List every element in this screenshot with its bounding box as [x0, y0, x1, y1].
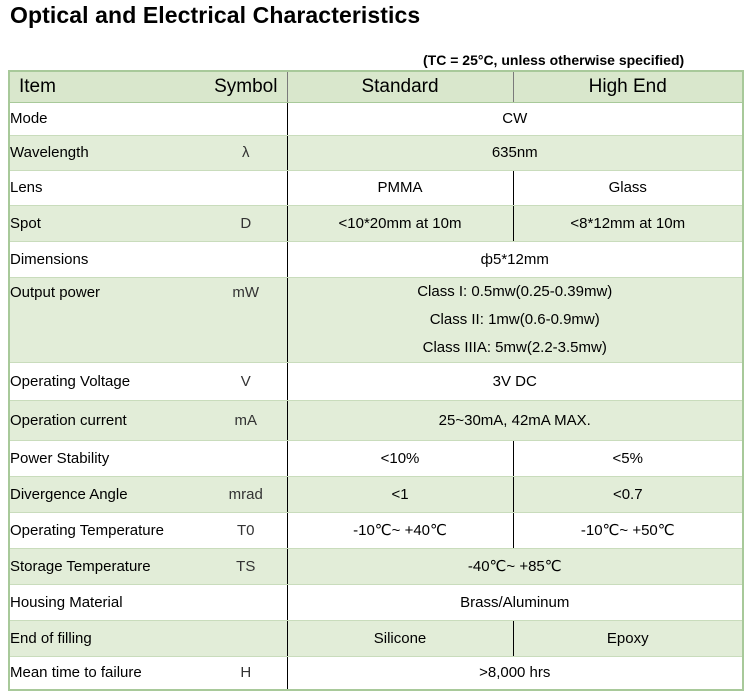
table-row: Dimensions ф5*12mm: [9, 241, 743, 278]
row-value-high-end: -10℃~ +50℃: [513, 512, 743, 549]
row-item-label: Divergence Angle: [9, 476, 205, 513]
header-high-end: High End: [513, 71, 743, 103]
row-item-label: Power Stability: [9, 440, 205, 477]
row-value-high-end: <0.7: [513, 476, 743, 513]
row-symbol: [205, 170, 288, 206]
row-value: 25~30mA, 42mA MAX.: [287, 400, 743, 441]
row-symbol: [205, 440, 288, 477]
row-value-standard: Silicone: [287, 620, 514, 657]
row-value: -40℃~ +85℃: [287, 548, 743, 585]
row-value-standard: <10%: [287, 440, 514, 477]
output-power-class-3a: Class IIIA: 5mw(2.2-3.5mw): [422, 338, 607, 356]
row-value: ф5*12mm: [287, 241, 743, 278]
row-value: 635nm: [287, 135, 743, 171]
table-row: Storage Temperature TS -40℃~ +85℃: [9, 548, 743, 585]
row-symbol: D: [205, 205, 288, 242]
table-row: Power Stability <10% <5%: [9, 440, 743, 477]
row-symbol: TS: [205, 548, 288, 585]
row-symbol: mrad: [205, 476, 288, 513]
row-item-label: Output power: [9, 277, 205, 363]
row-value-high-end: Epoxy: [513, 620, 743, 657]
row-value: 3V DC: [287, 362, 743, 401]
row-item-label: Lens: [9, 170, 205, 206]
row-symbol: [205, 102, 288, 136]
table-header-row: Item Symbol Standard High End: [9, 71, 743, 103]
table-row: Lens PMMA Glass: [9, 170, 743, 206]
table-row: Operation current mA 25~30mA, 42mA MAX.: [9, 400, 743, 441]
row-symbol: mA: [205, 400, 288, 441]
table-row: Mode CW: [9, 102, 743, 136]
table-row: Mean time to failure H >8,000 hrs: [9, 656, 743, 690]
row-value-high-end: <5%: [513, 440, 743, 477]
table-row: Output power mW Class I: 0.5mw(0.25-0.39…: [9, 277, 743, 363]
row-value-standard: -10℃~ +40℃: [287, 512, 514, 549]
table-row: Operating Temperature T0 -10℃~ +40℃ -10℃…: [9, 512, 743, 549]
row-item-label: Wavelength: [9, 135, 205, 171]
header-standard: Standard: [287, 71, 514, 103]
row-value-standard: <1: [287, 476, 514, 513]
row-item-label: Dimensions: [9, 241, 205, 278]
row-symbol: H: [205, 656, 288, 690]
row-value-high-end: Glass: [513, 170, 743, 206]
row-item-label: Mean time to failure: [10, 664, 142, 682]
table-row: Wavelength λ 635nm: [9, 135, 743, 171]
row-item-label: End of filling: [9, 620, 205, 657]
row-item-label: Storage Temperature: [9, 548, 205, 585]
row-value: Class I: 0.5mw(0.25-0.39mw) Class II: 1m…: [287, 277, 743, 363]
row-value: >8,000 hrs: [479, 664, 551, 682]
row-symbol: λ: [205, 135, 288, 171]
row-symbol: T0: [205, 512, 288, 549]
row-item-label: Operating Temperature: [9, 512, 205, 549]
row-symbol: [205, 584, 288, 621]
row-symbol: [205, 241, 288, 278]
row-item-label: Operation current: [9, 400, 205, 441]
table-row: Spot D <10*20mm at 10m <8*12mm at 10m: [9, 205, 743, 242]
row-value: Brass/Aluminum: [287, 584, 743, 621]
table-row: Housing Material Brass/Aluminum: [9, 584, 743, 621]
row-value: CW: [287, 102, 743, 136]
output-power-class-2: Class II: 1mw(0.6-0.9mw): [429, 310, 600, 328]
header-symbol: Symbol: [205, 71, 288, 103]
page-title: Optical and Electrical Characteristics: [10, 2, 421, 28]
table-row: End of filling Silicone Epoxy: [9, 620, 743, 657]
row-value-standard: PMMA: [287, 170, 514, 206]
table-row: Divergence Angle mrad <1 <0.7: [9, 476, 743, 513]
row-value-standard: <10*20mm at 10m: [287, 205, 514, 242]
row-item-label: Mode: [9, 102, 205, 136]
row-value-high-end: <8*12mm at 10m: [513, 205, 743, 242]
characteristics-table: Item Symbol Standard High End Mode CW Wa…: [8, 70, 744, 691]
table-row: Operating Voltage V 3V DC: [9, 362, 743, 401]
row-symbol: [205, 620, 288, 657]
output-power-class-1: Class I: 0.5mw(0.25-0.39mw): [417, 282, 613, 300]
row-item-label: Housing Material: [9, 584, 205, 621]
row-symbol: V: [205, 362, 288, 401]
row-symbol: mW: [205, 277, 288, 363]
test-condition-note: (TC = 25°C, unless otherwise specified): [423, 52, 685, 68]
row-item-label: Operating Voltage: [9, 362, 205, 401]
header-item: Item: [9, 71, 205, 103]
row-item-label: Spot: [9, 205, 205, 242]
